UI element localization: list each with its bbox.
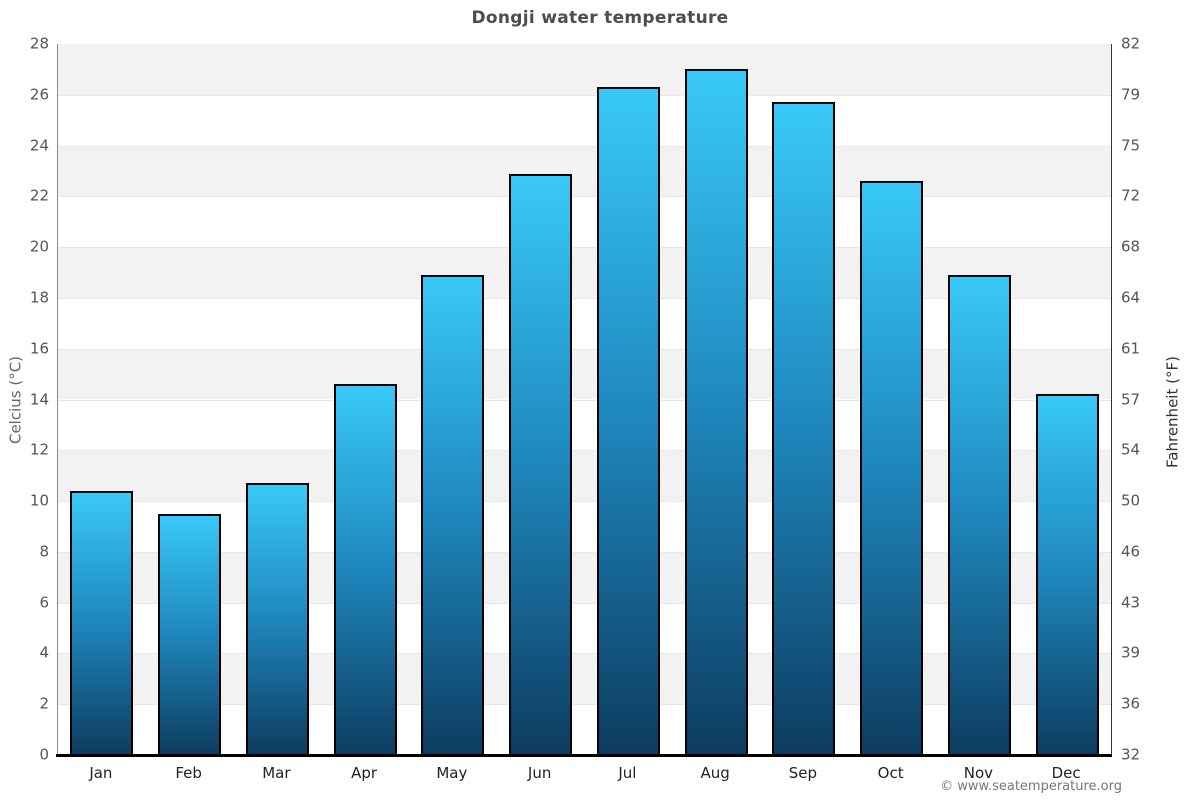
bar-may: [421, 275, 485, 755]
x-label-dec: Dec: [1051, 764, 1081, 782]
x-label-oct: Oct: [877, 764, 904, 782]
x-label-feb: Feb: [175, 764, 202, 782]
y-tick-fahrenheit-36: 36: [1121, 694, 1141, 713]
x-axis-line: [56, 754, 1112, 757]
watermark: © www.seatemperature.org: [940, 779, 1122, 794]
gridline-10: [58, 501, 1111, 503]
background-band: [58, 297, 1111, 349]
gridline-8: [58, 551, 1111, 553]
y-tick-celsius-24: 24: [29, 136, 49, 155]
background-band: [58, 399, 1111, 451]
y-tick-fahrenheit-57: 57: [1121, 390, 1141, 408]
background-band: [58, 704, 1111, 755]
y-tick-fahrenheit-79: 79: [1121, 85, 1141, 104]
y-axis-label-fahrenheit: Fahrenheit (°F): [1163, 356, 1182, 468]
y-tick-celsius-16: 16: [29, 339, 49, 358]
y-tick-celsius-22: 22: [29, 186, 49, 205]
gridline-16: [58, 348, 1111, 350]
bar-apr: [333, 384, 397, 755]
gridline-22: [58, 196, 1111, 198]
x-label-sep: Sep: [788, 764, 818, 782]
bar-jun: [509, 173, 573, 755]
chart-title: Dongji water temperature: [471, 8, 729, 28]
x-label-aug: Aug: [700, 764, 730, 782]
background-band: [58, 145, 1111, 197]
x-label-mar: Mar: [262, 764, 291, 782]
y-tick-fahrenheit-72: 72: [1121, 186, 1141, 205]
background-band: [58, 501, 1111, 552]
bar-jul: [596, 87, 660, 755]
y-tick-fahrenheit-61: 61: [1121, 339, 1141, 358]
bar-dec: [1035, 394, 1099, 755]
y-tick-celsius-0: 0: [39, 745, 49, 764]
x-label-jul: Jul: [618, 764, 637, 782]
y-tick-fahrenheit-50: 50: [1121, 491, 1141, 510]
y-tick-celsius-12: 12: [29, 440, 49, 459]
bar-aug: [684, 69, 748, 755]
x-label-apr: Apr: [351, 764, 378, 782]
background-band: [58, 94, 1111, 146]
gridline-6: [58, 602, 1111, 604]
y-tick-fahrenheit-64: 64: [1121, 288, 1141, 307]
x-label-jan: Jan: [89, 764, 113, 782]
gridline-14: [58, 399, 1111, 401]
x-label-may: May: [436, 764, 468, 782]
y-tick-fahrenheit-43: 43: [1121, 593, 1141, 612]
y-tick-celsius-8: 8: [39, 542, 49, 561]
y-tick-fahrenheit-82: 82: [1121, 34, 1141, 53]
background-band: [58, 247, 1111, 298]
y-tick-fahrenheit-39: 39: [1121, 643, 1141, 662]
y-tick-celsius-26: 26: [29, 85, 49, 104]
y-tick-fahrenheit-54: 54: [1121, 440, 1141, 459]
bar-feb: [158, 513, 222, 755]
background-band: [58, 450, 1111, 502]
y-tick-celsius-2: 2: [39, 694, 49, 713]
y-tick-fahrenheit-32: 32: [1121, 745, 1141, 764]
background-band: [58, 44, 1111, 95]
background-band: [58, 551, 1111, 603]
gridline-24: [58, 145, 1111, 147]
y-tick-fahrenheit-68: 68: [1121, 237, 1141, 256]
background-band: [58, 196, 1111, 248]
gridline-4: [58, 653, 1111, 655]
bar-oct: [860, 181, 924, 755]
bar-jan: [70, 490, 134, 755]
gridline-2: [58, 704, 1111, 706]
y-tick-celsius-20: 20: [29, 237, 49, 256]
y-tick-celsius-14: 14: [29, 390, 49, 408]
bar-nov: [947, 275, 1011, 755]
x-label-jun: Jun: [527, 764, 552, 782]
gridline-26: [58, 94, 1111, 96]
x-label-nov: Nov: [963, 764, 994, 782]
y-tick-fahrenheit-75: 75: [1121, 136, 1141, 155]
y-tick-celsius-4: 4: [39, 643, 49, 662]
background-band: [58, 602, 1111, 654]
bar-mar: [245, 483, 309, 755]
gridline-18: [58, 297, 1111, 299]
background-band: [58, 653, 1111, 705]
gridline-12: [58, 450, 1111, 452]
y-tick-celsius-18: 18: [29, 288, 49, 307]
y-tick-celsius-10: 10: [29, 491, 49, 510]
y-tick-fahrenheit-46: 46: [1121, 542, 1141, 561]
y-tick-celsius-28: 28: [29, 34, 49, 53]
background-band: [58, 348, 1111, 400]
gridline-20: [58, 247, 1111, 249]
plot-area: [57, 44, 1112, 755]
y-tick-celsius-6: 6: [39, 593, 49, 612]
bar-sep: [772, 102, 836, 755]
